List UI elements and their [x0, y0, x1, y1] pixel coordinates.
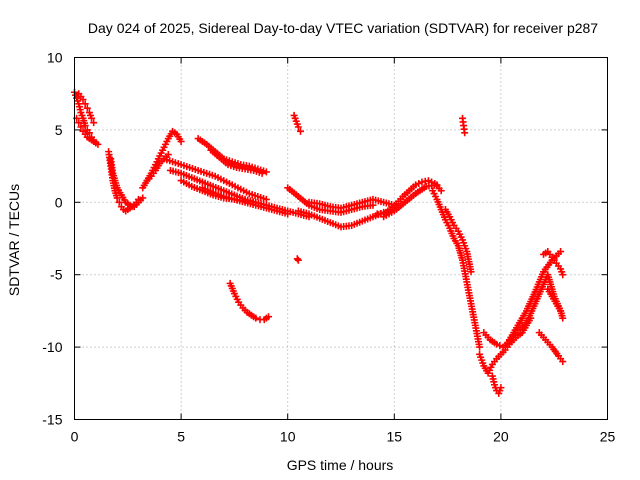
x-tick-label: 5 — [177, 429, 185, 445]
series-late-tail-2 — [544, 285, 567, 322]
data-point — [461, 129, 469, 137]
data-point — [177, 137, 185, 145]
data-point — [164, 151, 172, 159]
series-lower-arc — [226, 279, 273, 324]
data-point — [433, 181, 441, 189]
series-dip-to-minimum — [105, 148, 142, 215]
series-recovery-bump — [373, 177, 445, 218]
grid — [74, 57, 608, 420]
data-points — [71, 88, 567, 397]
data-point — [126, 201, 134, 209]
series-late-rise-2 — [518, 271, 565, 334]
data-point — [294, 256, 302, 264]
x-axis-title: GPS time / hours — [287, 457, 394, 473]
data-point — [258, 169, 266, 177]
series-midday-band-2 — [294, 207, 388, 231]
data-point — [252, 314, 260, 322]
data-point — [559, 358, 567, 366]
axis-ticks: 0 5 10 15 20 25 10 5 0 -5 -10 -15 — [42, 50, 615, 445]
series-midday-band-1 — [284, 184, 377, 216]
x-tick-label: 20 — [493, 429, 509, 445]
x-tick-label: 15 — [387, 429, 403, 445]
y-tick-label: 0 — [55, 194, 63, 210]
data-point — [476, 343, 484, 351]
series-late-tail-3 — [535, 329, 567, 366]
data-point — [75, 119, 83, 127]
data-point — [77, 123, 85, 131]
plot-frame — [74, 57, 608, 420]
data-point — [284, 210, 292, 218]
series-dip-second-trace — [107, 155, 147, 211]
data-point — [296, 127, 304, 135]
series-isolated-1820 — [459, 114, 469, 137]
y-tick-label: -10 — [42, 339, 62, 355]
data-point — [265, 313, 273, 321]
data-point — [294, 123, 302, 131]
data-point — [497, 384, 505, 392]
data-point — [493, 340, 501, 348]
data-point — [415, 179, 423, 187]
series-early-upper-band — [75, 90, 98, 127]
x-tick-label: 25 — [600, 429, 616, 445]
data-point — [262, 168, 270, 176]
data-point — [467, 268, 475, 276]
data-point — [412, 181, 420, 189]
data-point — [79, 95, 87, 103]
y-tick-label: -15 — [42, 412, 62, 428]
series-falling-band-1 — [160, 155, 270, 203]
series-isolated-1040-low — [293, 255, 302, 264]
series-upper-arc-2 — [207, 146, 266, 177]
data-point — [92, 139, 100, 147]
data-point — [83, 104, 91, 112]
series-deep-minimum-low — [488, 372, 505, 397]
series-late-decline — [429, 187, 484, 351]
data-point — [293, 255, 301, 263]
chart-title: Day 024 of 2025, Sidereal Day-to-day VTE… — [88, 20, 598, 36]
data-point — [90, 119, 98, 127]
x-tick-label: 0 — [71, 429, 79, 445]
series-early-lower-band — [73, 114, 100, 147]
data-point — [81, 122, 89, 130]
series-late-tail-1 — [540, 248, 567, 279]
data-point — [139, 194, 147, 202]
y-tick-label: -5 — [50, 267, 63, 283]
x-tick-label: 10 — [280, 429, 296, 445]
data-point — [559, 314, 567, 322]
data-point — [557, 248, 565, 256]
data-point — [81, 100, 89, 108]
y-tick-label: 10 — [47, 50, 63, 66]
series-late-decline-b — [441, 206, 475, 276]
y-axis-title: SDTVAR / TECUs — [6, 184, 22, 296]
data-point — [115, 198, 123, 206]
series-recovery-inner — [380, 181, 441, 221]
series-falling-band-4 — [198, 184, 292, 218]
series-isolated-1030 — [290, 111, 304, 135]
data-point — [88, 114, 96, 122]
series-rise-lower-trace — [143, 151, 172, 185]
data-point — [559, 271, 567, 279]
data-point — [437, 187, 445, 195]
y-tick-label: 5 — [55, 122, 63, 138]
